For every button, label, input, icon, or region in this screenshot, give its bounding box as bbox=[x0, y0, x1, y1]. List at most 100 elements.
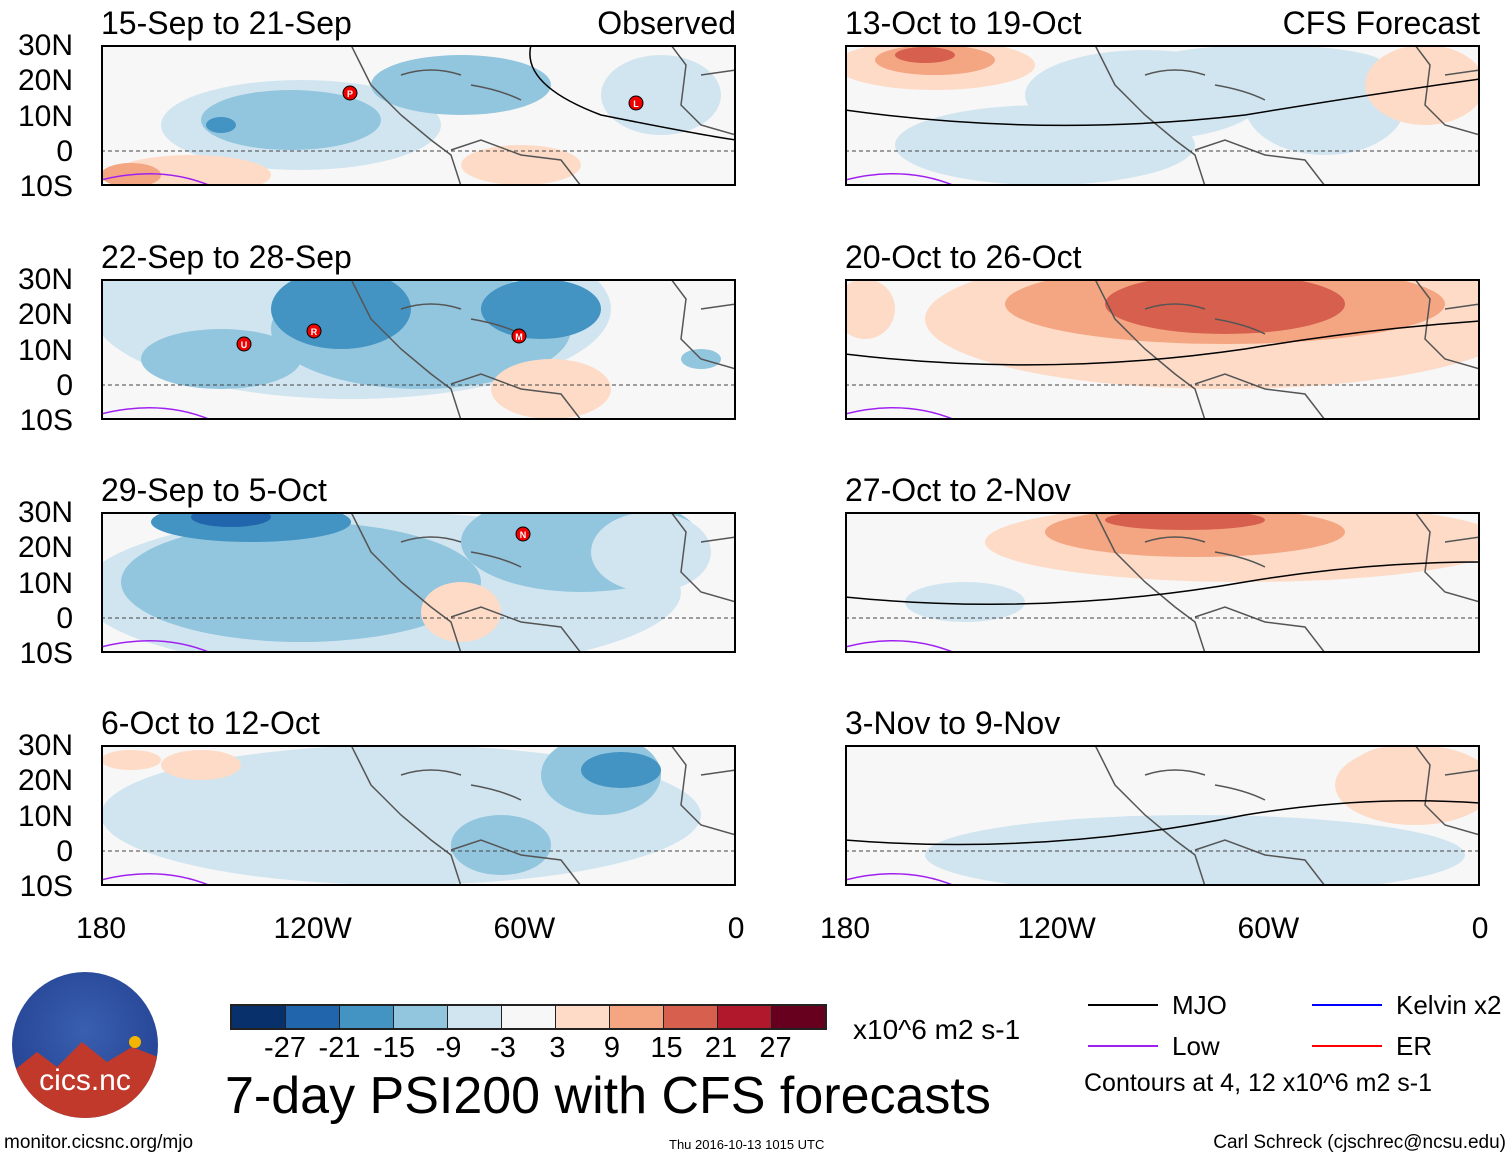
storm-letter: N bbox=[520, 530, 527, 540]
colorbar-units: x10^6 m2 s-1 bbox=[853, 1014, 1021, 1045]
psi-shading bbox=[461, 145, 581, 185]
legend-label: ER bbox=[1396, 1031, 1433, 1061]
lon-label: 120W bbox=[1017, 912, 1096, 945]
colorbar bbox=[230, 1004, 827, 1030]
psi-shading bbox=[601, 55, 721, 135]
lon-label: 60W bbox=[1237, 912, 1300, 945]
psi-shading bbox=[371, 55, 551, 115]
psi-shading bbox=[206, 117, 236, 133]
psi-shading bbox=[895, 105, 1195, 185]
map-panel bbox=[101, 745, 736, 886]
lat-label: 0 bbox=[56, 601, 73, 635]
psi-shading bbox=[481, 279, 601, 339]
low-contour bbox=[101, 640, 212, 653]
lat-label: 30N bbox=[17, 29, 73, 62]
psi-shading bbox=[1365, 45, 1480, 125]
panel-title: 3-Nov to 9-Nov bbox=[845, 705, 1061, 741]
mjo-contour bbox=[529, 45, 736, 141]
panel-frame bbox=[101, 745, 736, 886]
coastline bbox=[350, 512, 736, 653]
psi-shading bbox=[1105, 512, 1265, 530]
psi-shading bbox=[491, 359, 611, 419]
psi-shading bbox=[1355, 745, 1455, 785]
colorbar-label: 15 bbox=[650, 1032, 683, 1064]
storm-icon: N bbox=[515, 526, 531, 542]
lon-label: 60W bbox=[493, 912, 556, 945]
panel-title: 13-Oct to 19-Oct bbox=[845, 5, 1082, 41]
psi-shading bbox=[271, 279, 411, 349]
colorbar-label: -15 bbox=[373, 1032, 415, 1064]
lat-label: 10S bbox=[19, 637, 73, 670]
psi-shading bbox=[591, 512, 711, 592]
storm-letter: L bbox=[633, 99, 639, 109]
low-contour bbox=[101, 407, 212, 420]
storm-icon: M bbox=[511, 328, 527, 344]
storm-letter: R bbox=[311, 327, 318, 337]
map-panel bbox=[845, 745, 1480, 886]
psi-shading bbox=[1105, 279, 1345, 334]
lon-label: 180 bbox=[75, 912, 127, 945]
psi-shading bbox=[581, 752, 661, 788]
colorbar-label: 21 bbox=[704, 1032, 738, 1064]
footer-left: monitor.cicsnc.org/mjo bbox=[4, 1132, 194, 1153]
lat-label: 10S bbox=[19, 404, 73, 437]
lat-label: 10N bbox=[17, 99, 73, 133]
psi-shading bbox=[161, 750, 241, 780]
storm-icon: U bbox=[236, 336, 252, 352]
panel-tag: CFS Forecast bbox=[1282, 5, 1480, 41]
psi-shading bbox=[141, 329, 301, 389]
mjo-contour bbox=[845, 320, 1480, 366]
legend-label: MJO bbox=[1172, 990, 1227, 1020]
colorbar-swatch bbox=[718, 1006, 772, 1028]
lat-label: 10S bbox=[19, 170, 73, 203]
colorbar-label: 27 bbox=[759, 1032, 792, 1064]
lat-label: 10S bbox=[19, 870, 73, 903]
lat-label: 20N bbox=[17, 764, 73, 798]
low-contour bbox=[845, 173, 956, 186]
map-panel bbox=[845, 279, 1480, 420]
lon-label: 120W bbox=[273, 912, 352, 945]
coastline bbox=[350, 745, 736, 886]
low-contour bbox=[845, 407, 956, 420]
panel-title: 27-Oct to 2-Nov bbox=[845, 472, 1071, 508]
panel-title: 15-Sep to 21-Sep bbox=[101, 5, 352, 41]
panel-title: 22-Sep to 28-Sep bbox=[101, 239, 352, 275]
lat-label: 10N bbox=[17, 333, 73, 367]
colorbar-label: 3 bbox=[549, 1032, 566, 1064]
coastline bbox=[1094, 279, 1480, 420]
psi-shading bbox=[1245, 55, 1405, 155]
low-contour bbox=[101, 173, 212, 186]
lon-label: 180 bbox=[819, 912, 871, 945]
coastline bbox=[1094, 745, 1480, 886]
storm-icon: P bbox=[342, 85, 358, 101]
lon-label: 0 bbox=[1471, 912, 1489, 945]
colorbar-swatch bbox=[394, 1006, 448, 1028]
colorbar-label: -27 bbox=[264, 1032, 306, 1064]
lat-label: 0 bbox=[56, 834, 73, 868]
lon-label: 0 bbox=[727, 912, 745, 945]
logo-text: cics.nc bbox=[39, 1064, 131, 1097]
lat-label: 30N bbox=[17, 263, 73, 296]
colorbar-swatch bbox=[448, 1006, 502, 1028]
legend-label: Kelvin x2 bbox=[1396, 990, 1502, 1020]
coastline bbox=[1094, 45, 1480, 186]
coastline bbox=[350, 45, 736, 186]
lat-label: 10N bbox=[17, 799, 73, 833]
contours-note: Contours at 4, 12 x10^6 m2 s-1 bbox=[1084, 1069, 1433, 1097]
coastline bbox=[350, 279, 736, 420]
colorbar-label: -9 bbox=[435, 1032, 462, 1064]
colorbar-swatch bbox=[556, 1006, 610, 1028]
mjo-contour bbox=[845, 561, 1480, 606]
psi-shading bbox=[201, 90, 381, 150]
legend-line bbox=[1312, 1045, 1382, 1047]
map-panel: U R M bbox=[101, 279, 736, 420]
lat-label: 20N bbox=[17, 298, 73, 332]
map-panel: N bbox=[101, 512, 736, 653]
legend-label: Low bbox=[1172, 1031, 1220, 1061]
mjo-contour bbox=[845, 799, 1480, 846]
psi-shading bbox=[121, 522, 481, 642]
storm-letter: P bbox=[347, 89, 353, 99]
lat-label: 10N bbox=[17, 566, 73, 600]
